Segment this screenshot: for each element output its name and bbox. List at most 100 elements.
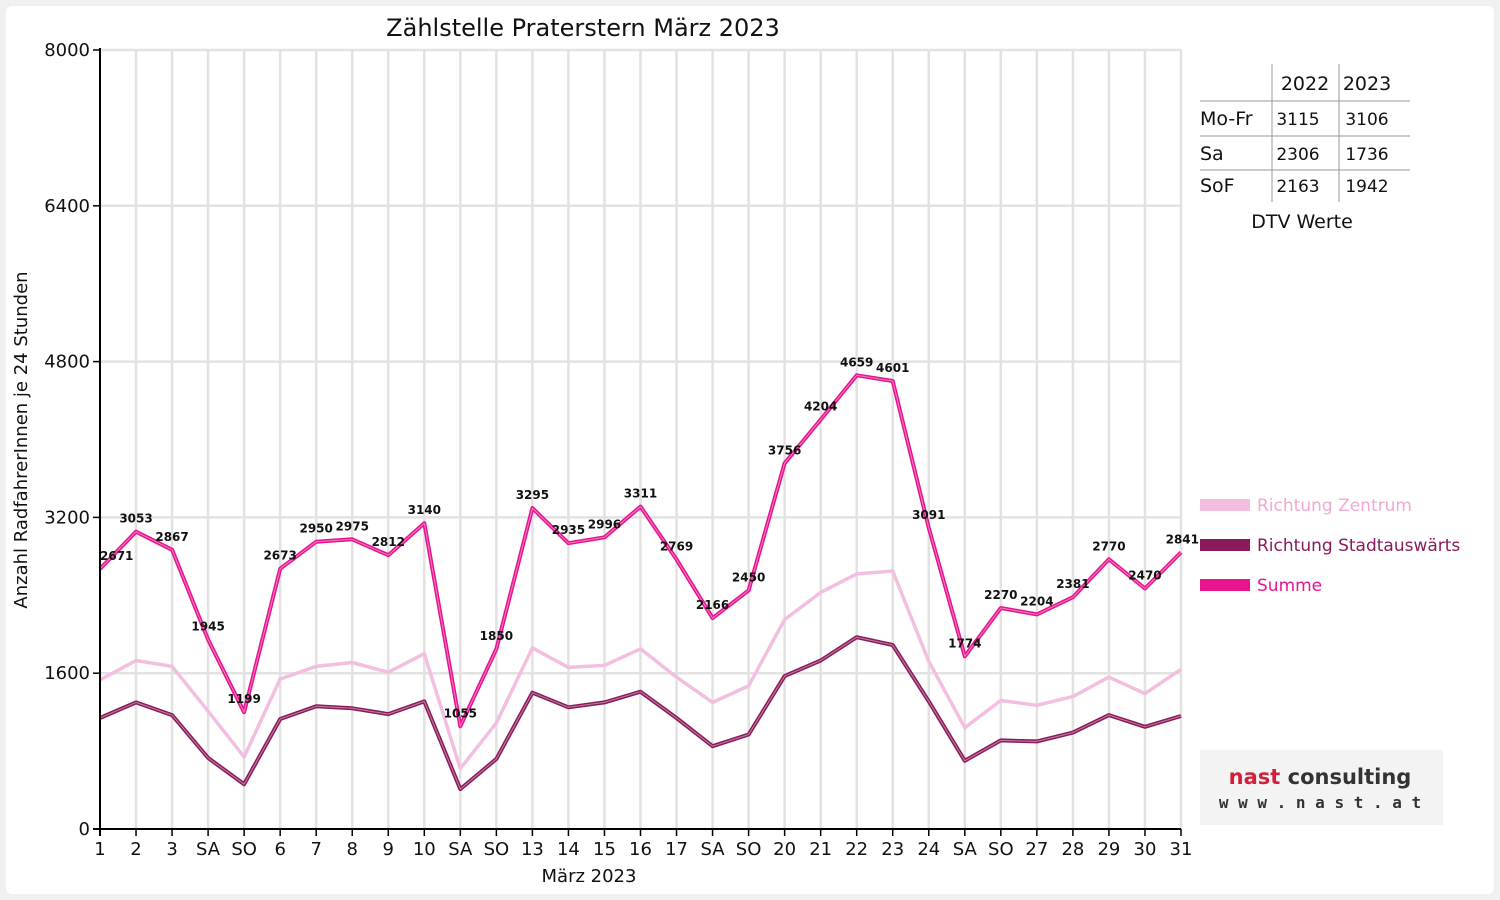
grid [100,48,1183,829]
data-label: 3140 [408,503,441,517]
y-tick-label: 8000 [44,40,90,61]
data-label: 4601 [876,361,909,375]
legend-swatch-summe [1200,579,1250,591]
dtv-cell: 2306 [1276,145,1319,165]
data-label: 2950 [299,522,332,536]
dtv-caption: DTV Werte [1251,211,1353,233]
logo-url: w w w . n a s t . a t [1219,793,1421,812]
x-tick-label: 29 [1097,839,1120,860]
legend-label-stadtauswaerts: Richtung Stadtauswärts [1257,536,1460,556]
series-line-summe-highlight [99,374,1182,727]
data-label: 4204 [804,400,837,414]
x-tick-label: SA [196,839,221,860]
y-tick-label: 0 [79,819,90,840]
chart-frame [6,6,1494,894]
x-tick-label: 17 [665,839,688,860]
data-label: 2975 [336,519,369,533]
x-tick-label: 3 [166,839,177,860]
dtv-year-2023: 2023 [1343,73,1391,95]
dtv-year-2022: 2022 [1281,73,1329,95]
data-label: 3295 [516,488,549,502]
x-tick-label: 7 [310,839,321,860]
x-axis-label: März 2023 [542,866,637,887]
data-label: 2671 [100,549,133,563]
data-label: 1945 [191,620,224,634]
y-tick-label: 4800 [44,352,90,373]
data-label: 2770 [1092,539,1125,553]
data-label: 3053 [119,512,152,526]
x-tick-label: 8 [347,839,358,860]
x-tick-label: 9 [383,839,394,860]
data-label: 2867 [155,530,188,544]
y-tick-label: 3200 [44,507,90,528]
x-tick-label: 27 [1025,839,1048,860]
x-tick-label: 10 [413,839,436,860]
data-label: 2270 [984,588,1017,602]
x-tick-label: 16 [629,839,652,860]
x-tick-label: 28 [1061,839,1084,860]
data-label: 2381 [1056,577,1089,591]
data-label: 2841 [1166,532,1199,546]
legend-swatch-zentrum [1200,499,1250,511]
legend: Richtung Zentrum Richtung Stadtauswärts … [1200,496,1460,596]
data-label: 2204 [1020,594,1053,608]
x-tick-label: 24 [917,839,940,860]
x-tick-label: 23 [881,839,904,860]
x-tick-label: 22 [845,839,868,860]
data-label: 3311 [624,487,657,501]
y-tick-label: 6400 [44,196,90,217]
data-label: 4659 [840,355,873,369]
data-label: 2812 [372,535,405,549]
x-tick-label: SA [448,839,473,860]
series-line-stadtauswaerts-highlight [99,636,1182,790]
series-line-zentrum [99,569,1182,771]
x-tick-label: SA [701,839,726,860]
x-tick-label: 2 [130,839,141,860]
dtv-row-label: Mo-Fr [1200,108,1253,130]
x-tick-label: 15 [593,839,616,860]
data-label: 2470 [1128,568,1161,582]
dtv-row-label: SoF [1200,175,1235,197]
legend-label-summe: Summe [1257,576,1322,596]
data-label: 3756 [768,443,801,457]
x-tick-label: 20 [773,839,796,860]
x-tick-label: SO [736,839,762,860]
x-tick-label: 1 [94,839,105,860]
x-tick-label: SO [231,839,257,860]
data-label: 2935 [552,523,585,537]
data-label: 2996 [588,517,621,531]
y-axis-label: Anzahl RadfahrerInnen je 24 Stunden [11,271,32,608]
dtv-table: 2022 2023 Mo-Fr 3115 3106 Sa 2306 1736 S… [1200,64,1410,233]
series-lines [98,373,1183,792]
x-tick-label: 21 [809,839,832,860]
dtv-cell: 1736 [1345,145,1388,165]
logo: nast consulting w w w . n a s t . a t [1200,750,1443,825]
series-line-summe-outer [98,373,1183,729]
dtv-cell: 3106 [1345,110,1388,130]
legend-swatch-stadtauswaerts [1200,539,1250,551]
dtv-cell: 1942 [1345,177,1388,197]
data-label: 1199 [227,692,260,706]
data-label: 2166 [696,598,729,612]
data-label: 3091 [912,508,945,522]
x-tick-label: 31 [1170,839,1193,860]
logo-brand: nast consulting [1229,765,1412,789]
legend-label-zentrum: Richtung Zentrum [1257,496,1412,516]
x-tick-label: SA [953,839,978,860]
data-label: 2673 [263,549,296,563]
x-tick-label: SO [484,839,510,860]
dtv-cell: 2163 [1276,177,1319,197]
data-label: 1055 [444,706,477,720]
x-tick-label: 14 [557,839,580,860]
x-tick-label: 30 [1134,839,1157,860]
x-tick-label: 13 [521,839,544,860]
data-label: 2450 [732,570,765,584]
data-label: 1850 [480,629,513,643]
dtv-row-label: Sa [1200,143,1224,165]
data-label: 2769 [660,539,693,553]
data-label: 1774 [948,636,981,650]
series-line-stadtauswaerts-outer [99,635,1182,792]
